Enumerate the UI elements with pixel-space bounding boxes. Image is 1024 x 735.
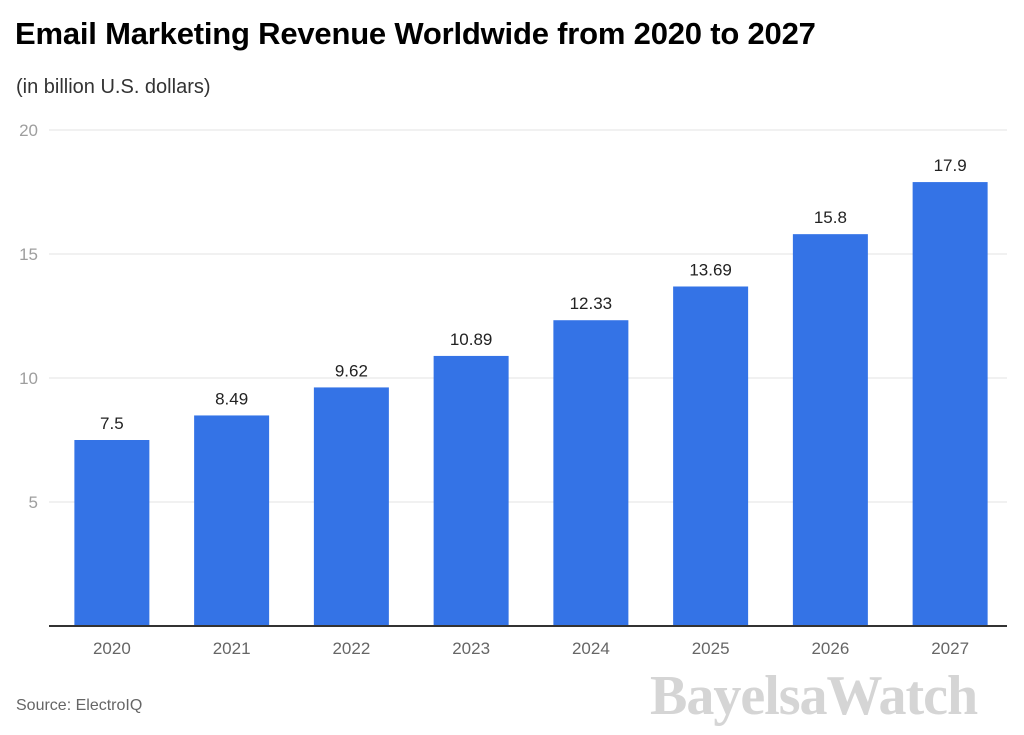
bar-2026	[792, 234, 868, 626]
bar-2027	[912, 182, 988, 626]
x-tick-label: 2026	[811, 639, 849, 658]
data-label: 8.49	[215, 389, 248, 408]
data-label: 10.89	[450, 330, 493, 349]
source-note: Source: ElectroIQ	[16, 697, 143, 714]
x-tick-label: 2024	[572, 639, 610, 658]
bar-2020	[74, 440, 150, 626]
y-axis-ticks: 5 10 15 20	[19, 121, 38, 512]
data-label: 12.33	[570, 294, 613, 313]
x-tick-label: 2021	[213, 639, 251, 658]
x-tick-label: 2025	[692, 639, 730, 658]
x-axis-ticks: 2020 2021 2022 2023 2024 2025 2026 2027	[93, 639, 969, 658]
bars	[74, 182, 988, 626]
data-label: 15.8	[814, 208, 847, 227]
watermark-logo: BayelsaWatch	[650, 665, 978, 727]
y-tick-label: 10	[19, 369, 38, 388]
x-tick-label: 2027	[931, 639, 969, 658]
y-tick-label: 15	[19, 245, 38, 264]
data-label: 7.5	[100, 414, 124, 433]
x-tick-label: 2023	[452, 639, 490, 658]
x-tick-label: 2020	[93, 639, 131, 658]
data-label: 17.9	[934, 156, 967, 175]
x-tick-label: 2022	[332, 639, 370, 658]
y-tick-label: 20	[19, 121, 38, 140]
data-label: 9.62	[335, 361, 368, 380]
chart-subtitle: (in billion U.S. dollars)	[16, 76, 211, 98]
bar-2025	[673, 286, 749, 626]
data-labels: 7.5 8.49 9.62 10.89 12.33 13.69 15.8 17.9	[100, 156, 967, 433]
y-tick-label: 5	[29, 493, 38, 512]
bar-2021	[194, 415, 270, 626]
chart-title: Email Marketing Revenue Worldwide from 2…	[15, 16, 816, 51]
data-label: 13.69	[689, 260, 732, 279]
bar-2024	[553, 320, 629, 626]
bar-2023	[433, 355, 509, 626]
bar-2022	[313, 387, 389, 626]
